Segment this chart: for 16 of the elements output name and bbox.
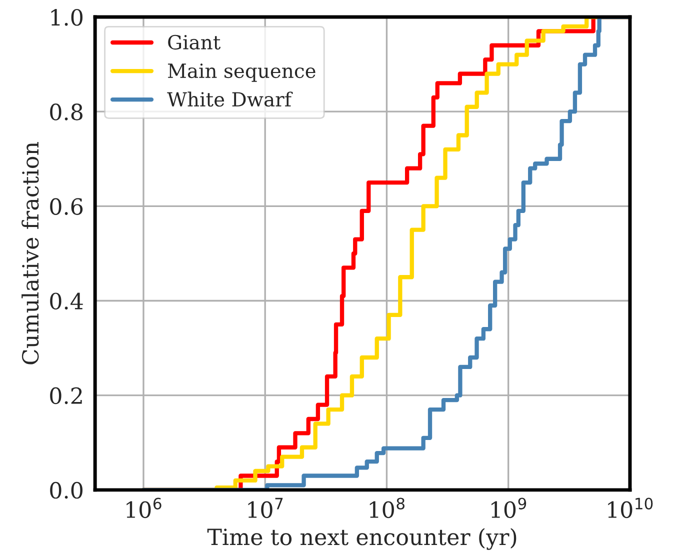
- x-tick-label: 10$^{7}$: [248, 498, 283, 518]
- y-tick-label: 0.0: [50, 482, 82, 499]
- x-tick-label: 10$^{9}$: [492, 498, 526, 518]
- y-tick-label: 0.8: [50, 104, 82, 120]
- y-tick-label: 1.0: [51, 8, 82, 26]
- y-tick-label: 0.2: [50, 387, 82, 404]
- x-tick-label: 10$^{10}$: [608, 498, 653, 518]
- x-axis-title: Time to next encounter (yr): [207, 528, 516, 550]
- y-tick-label: 0.4: [50, 292, 83, 310]
- legend-label: White Dwarf: [167, 92, 293, 107]
- legend-label: Giant: [168, 34, 221, 50]
- legend-label: Main sequence: [168, 64, 316, 82]
- y-axis-title: Cumulative fraction: [22, 142, 39, 364]
- x-tick-label: 10$^{6}$: [126, 498, 162, 518]
- y-tick-label: 0.6: [50, 198, 83, 215]
- x-tick-label: 10$^{8}$: [370, 498, 404, 518]
